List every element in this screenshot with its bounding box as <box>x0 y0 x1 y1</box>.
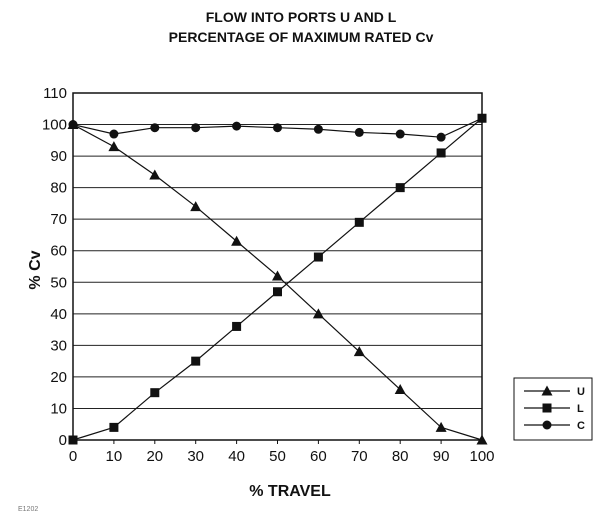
point-c-40 <box>232 121 242 131</box>
y-tick-40: 40 <box>50 306 67 323</box>
x-tick-50: 50 <box>269 448 286 465</box>
point-c-10 <box>109 129 119 139</box>
point-c-90 <box>436 132 446 142</box>
point-l-50 <box>273 287 282 297</box>
y-tick-110: 110 <box>43 85 67 102</box>
plot-frame <box>72 92 483 441</box>
x-axis-label: % TRAVEL <box>249 483 331 500</box>
series-layer <box>67 113 488 445</box>
point-l-70 <box>354 217 364 227</box>
point-c-20 <box>150 123 160 133</box>
y-tick-10: 10 <box>50 400 67 417</box>
point-u-90 <box>435 421 447 432</box>
x-tick-20: 20 <box>146 448 163 465</box>
y-tick-0: 0 <box>59 432 67 449</box>
point-u-100 <box>476 434 488 445</box>
figure-code: E1202 <box>18 506 38 513</box>
x-tick-90: 90 <box>433 448 450 465</box>
point-u-30 <box>190 201 202 212</box>
legend: ULC <box>513 377 593 441</box>
point-u-10 <box>108 141 120 152</box>
point-l-10 <box>109 422 119 432</box>
y-axis-label: % Cv <box>27 250 44 289</box>
point-u-60 <box>312 308 324 319</box>
point-c-100 <box>477 113 487 123</box>
point-u-70 <box>353 346 365 357</box>
point-c-60 <box>313 124 323 134</box>
legend-label-c: C <box>577 420 585 432</box>
x-tick-80: 80 <box>392 448 409 465</box>
legend-label-u: U <box>577 386 585 398</box>
point-c-50 <box>273 123 282 133</box>
y-tick-90: 90 <box>50 148 67 165</box>
point-l-30 <box>191 356 201 366</box>
x-tick-40: 40 <box>228 448 245 465</box>
point-u-40 <box>231 235 243 246</box>
point-u-20 <box>149 169 161 180</box>
point-c-70 <box>354 127 364 137</box>
legend-marker-c <box>542 420 552 430</box>
chart-subtitle: PERCENTAGE OF MAXIMUM RATED Cv <box>169 29 434 45</box>
legend-marker-l <box>542 403 552 413</box>
y-tick-80: 80 <box>50 180 67 197</box>
y-tick-70: 70 <box>50 211 67 228</box>
y-tick-100: 100 <box>42 117 67 134</box>
point-l-60 <box>313 252 323 262</box>
legend-box <box>513 377 593 441</box>
y-tick-50: 50 <box>50 274 67 291</box>
x-tick-30: 30 <box>187 448 204 465</box>
point-c-80 <box>395 129 405 139</box>
point-l-40 <box>232 321 242 331</box>
legend-marker-u <box>541 385 553 396</box>
point-c-30 <box>191 123 201 133</box>
grid-lines <box>73 92 482 441</box>
tick-labels: 0 10 20 30 40 50 60 70 80 90 100 110 0 10 20 30 40 50 60 70… <box>42 85 495 465</box>
y-tick-20: 20 <box>50 369 67 386</box>
x-tick-100: 100 <box>469 448 494 465</box>
y-tick-60: 60 <box>50 243 67 260</box>
x-tick-0: 0 <box>69 448 77 465</box>
point-u-50 <box>272 270 283 281</box>
y-tick-30: 30 <box>50 337 67 354</box>
point-c-0 <box>68 120 78 130</box>
x-tick-60: 60 <box>310 448 327 465</box>
point-l-80 <box>395 183 405 193</box>
point-u-80 <box>394 384 406 395</box>
point-l-0 <box>68 435 78 445</box>
series-u <box>67 119 488 445</box>
legend-label-l: L <box>577 403 584 415</box>
point-l-90 <box>436 148 446 158</box>
x-tick-10: 10 <box>106 448 123 465</box>
point-l-20 <box>150 388 160 398</box>
series-c <box>68 113 487 142</box>
x-tick-70: 70 <box>351 448 368 465</box>
chart-title: FLOW INTO PORTS U AND L <box>206 9 397 25</box>
